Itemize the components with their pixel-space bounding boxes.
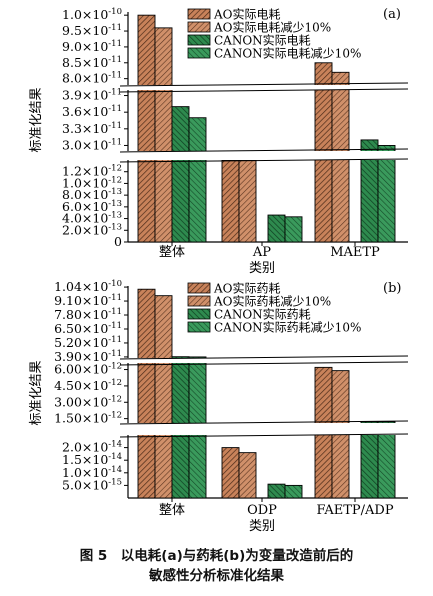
x-tick-label: ODP (247, 503, 277, 518)
legend-swatch-2 (187, 295, 211, 307)
y-tick-label: 3.6×10-11 (62, 104, 122, 119)
y-tick-label: 3.9×10-11 (62, 88, 122, 103)
y-tick-label: 1.5×10-14 (62, 452, 122, 467)
y-axis-label: 标准化结果 (29, 87, 44, 152)
bar-2-2 (238, 452, 257, 499)
bar-4-2 (284, 484, 303, 499)
bar-3-1 (171, 106, 190, 243)
x-tick-label: 整体 (159, 503, 185, 518)
bar-3-2 (267, 483, 286, 499)
x-tick-label: FAETP/ADP (316, 503, 393, 518)
x-tick-label: MAETP (330, 245, 380, 260)
chart-panel-b: 5.0×10-151.0×10-141.5×10-142.0×10-14 1.50… (29, 279, 411, 534)
y-tick-label: 6.50×10-11 (54, 321, 122, 336)
chart-panel-a: 02.0×10-134.0×10-136.0×10-138.0×10-131.0… (29, 7, 411, 276)
bar-1-1 (137, 14, 156, 243)
axis-break-gap (125, 85, 411, 90)
y-tick-label: 4.0×10-13 (62, 211, 122, 226)
y-tick-label: 1.04×10-10 (54, 279, 122, 294)
y-tick-label: 5.20×10-11 (54, 335, 122, 350)
y-tick-label: 2.0×10-14 (62, 440, 122, 455)
y-tick-label: 6.00×10-12 (54, 362, 122, 377)
y-tick-label: 3.0×10-11 (62, 137, 122, 152)
bar-1-1 (137, 288, 156, 499)
bar-1-2 (221, 447, 240, 499)
bar-2-2 (238, 159, 257, 243)
x-tick-label: 整体 (159, 245, 185, 260)
figure-caption-line2: 敏感性分析标准化结果 (149, 568, 284, 584)
bar-4-1 (188, 117, 207, 243)
axis-break-line (119, 82, 409, 87)
y-tick-label: 9.5×10-11 (62, 23, 122, 38)
bar-1-2 (221, 159, 240, 243)
legend-swatch-1 (187, 8, 211, 20)
legend-label-1: AO实际药耗 (213, 281, 281, 296)
bar-2-1 (154, 295, 173, 499)
y-tick-label: 9.10×10-11 (54, 293, 122, 308)
legend-swatch-1 (187, 282, 211, 294)
panel-label: (b) (383, 281, 401, 296)
axis-break-line (119, 158, 409, 163)
x-axis-label: 类别 (249, 261, 275, 276)
axis-break-line (119, 361, 409, 366)
x-axis-label: 类别 (249, 519, 275, 534)
legend-label-2: AO实际电耗减少10% (213, 20, 331, 35)
axis-break-line (119, 88, 409, 93)
y-tick-label: 8.0×10-11 (62, 71, 122, 86)
y-tick-label: 3.00×10-12 (54, 394, 122, 409)
legend-label-2: AO实际药耗减少10% (213, 294, 331, 309)
y-tick-label: 1.2×10-12 (62, 164, 122, 179)
bar-4-2 (284, 216, 303, 243)
y-tick-label: 2.0×10-13 (62, 222, 122, 237)
figure-canvas: 02.0×10-134.0×10-136.0×10-138.0×10-131.0… (29, 6, 411, 534)
y-tick-label: 1.0×10-12 (62, 175, 122, 190)
legend-swatch-2 (187, 21, 211, 33)
y-axis-label: 标准化结果 (29, 360, 44, 425)
legend-label-3: CANON实际药耗 (214, 307, 311, 322)
y-tick-label: 1.50×10-12 (54, 411, 122, 426)
x-tick-label: AP (252, 245, 271, 260)
y-tick-label: 3.3×10-11 (62, 121, 122, 136)
y-tick-label: 9.0×10-11 (62, 39, 122, 54)
y-tick-label: 1.0×10-14 (62, 465, 122, 480)
legend-swatch-4 (187, 47, 211, 59)
axis-break-line (119, 148, 409, 153)
axis-break-gap (125, 151, 411, 160)
legend-swatch-3 (187, 308, 211, 320)
legend-label-3: CANON实际电耗 (214, 33, 311, 48)
y-tick-label: 4.50×10-12 (54, 378, 122, 393)
axis-break-line (119, 433, 409, 438)
y-tick-label: 6.0×10-13 (62, 199, 122, 214)
figure-caption-line1: 图 5 以电耗(a)与药耗(b)为变量改造前后的 (79, 548, 354, 564)
legend-swatch-3 (187, 34, 211, 46)
y-tick-label: 1.0×10-10 (62, 7, 122, 22)
axis-break-line (119, 355, 409, 360)
y-tick-label: 7.80×10-11 (54, 307, 122, 322)
bar-4-3 (377, 421, 396, 499)
y-tick-label: 0 (114, 234, 122, 249)
y-tick-label: 8.0×10-13 (62, 187, 122, 202)
bar-4-3 (377, 145, 396, 243)
axis-break-gap (125, 358, 411, 363)
y-tick-label: 3.90×10-11 (54, 349, 122, 364)
y-tick-label: 8.5×10-11 (62, 55, 122, 70)
axis-break-line (119, 420, 409, 425)
legend-label-4: CANON实际药耗减少10% (214, 320, 361, 335)
panel-label: (a) (383, 7, 401, 22)
legend-label-1: AO实际电耗 (213, 7, 281, 22)
legend-swatch-4 (187, 321, 211, 333)
axis-break-gap (125, 423, 411, 435)
y-tick-label: 5.0×10-15 (62, 477, 122, 492)
bar-3-2 (267, 214, 286, 243)
legend-label-4: CANON实际电耗减少10% (214, 46, 361, 61)
bar-2-1 (154, 27, 173, 243)
